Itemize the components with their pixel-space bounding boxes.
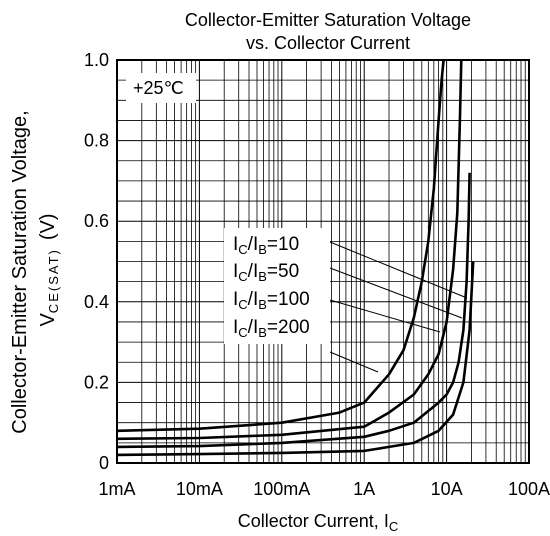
annotation-box xyxy=(126,73,196,103)
leader-line xyxy=(329,299,441,333)
y-tick-label: 0.4 xyxy=(84,292,109,312)
label-leaders xyxy=(329,241,468,373)
leader-line xyxy=(329,351,379,373)
series-label: IC/IB=10 xyxy=(233,234,299,257)
series-line xyxy=(116,59,463,441)
x-tick-labels: 1mA 10mA 100mA 1A 10A 100A xyxy=(98,479,550,499)
x-tick-label: 1A xyxy=(353,479,375,499)
x-tick-label: 10A xyxy=(431,479,463,499)
y-tick-label: 0.2 xyxy=(84,372,109,392)
x-tick-label: 100mA xyxy=(253,479,310,499)
y-tick-label: 0.8 xyxy=(84,131,109,151)
series-label: IC/IB=50 xyxy=(233,261,299,284)
series-line xyxy=(116,59,445,433)
y-tick-label: 1.0 xyxy=(84,50,109,70)
leader-line xyxy=(329,267,463,319)
series-line xyxy=(116,172,471,449)
curves xyxy=(116,59,475,457)
chart-title-line2: vs. Collector Current xyxy=(246,33,410,53)
y-axis-label-line1: Collector-Emitter Saturation Voltage, xyxy=(9,110,31,434)
legend-box xyxy=(224,228,330,344)
plot-frame xyxy=(116,59,530,464)
y-tick-labels: 0 0.2 0.4 0.6 0.8 1.0 xyxy=(84,50,109,473)
x-tick-label: 10mA xyxy=(176,479,223,499)
temperature-annotation: +25℃ xyxy=(133,78,184,98)
y-axis-label-line2: VCE(SAT)(V) xyxy=(37,213,61,326)
leader-line xyxy=(329,241,468,299)
series-label: IC/IB=200 xyxy=(233,317,310,340)
curve-labels: IC/IB=10 IC/IB=50 IC/IB=100 IC/IB=200 xyxy=(233,234,310,340)
y-tick-label: 0 xyxy=(99,453,109,473)
series-label: IC/IB=100 xyxy=(233,289,310,312)
x-axis-label: Collector Current, IC xyxy=(238,511,398,534)
x-tick-label: 1mA xyxy=(98,479,135,499)
series-line xyxy=(116,261,475,457)
chart-title-line1: Collector-Emitter Saturation Voltage xyxy=(185,10,471,30)
x-tick-label: 100A xyxy=(508,479,550,499)
y-tick-label: 0.6 xyxy=(84,211,109,231)
